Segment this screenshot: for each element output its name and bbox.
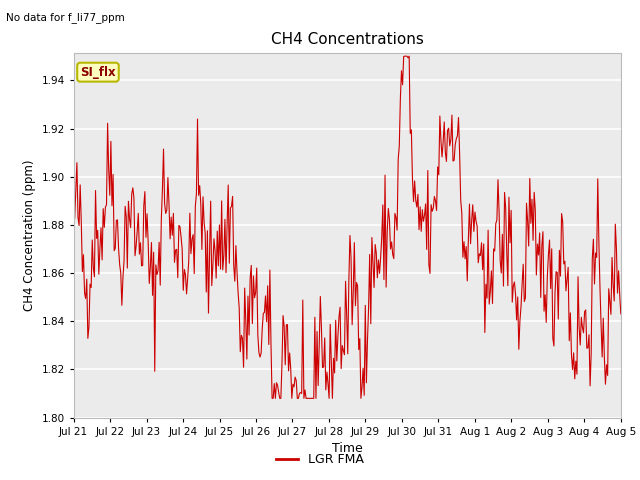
- Text: No data for f_li77_ppm: No data for f_li77_ppm: [6, 12, 125, 23]
- Legend: LGR FMA: LGR FMA: [271, 448, 369, 471]
- Text: SI_flx: SI_flx: [80, 66, 116, 79]
- Y-axis label: CH4 Concentration (ppm): CH4 Concentration (ppm): [23, 159, 36, 311]
- Title: CH4 Concentrations: CH4 Concentrations: [271, 33, 424, 48]
- X-axis label: Time: Time: [332, 442, 363, 455]
